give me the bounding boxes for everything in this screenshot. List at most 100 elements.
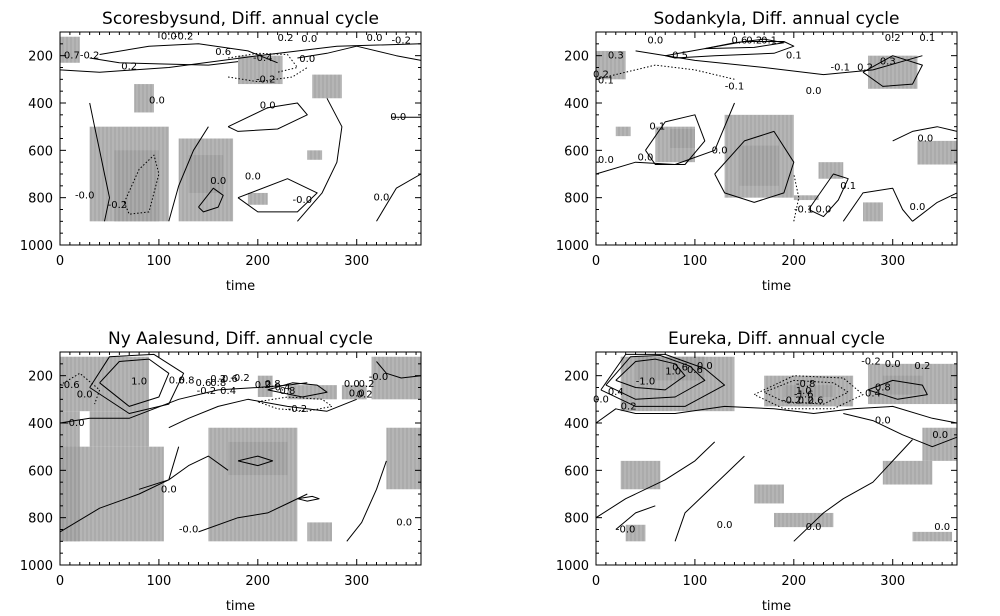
contour-label: 0.0 [349, 388, 365, 399]
y-tick-label: 600 [28, 464, 53, 479]
y-tick-label: 1000 [20, 239, 53, 254]
contour-label: -0.2 [288, 404, 308, 415]
contour-label: 0.0 [396, 517, 412, 528]
shaded-regions [620, 356, 957, 542]
x-tick-label: 0 [592, 254, 600, 269]
contour-lines [59, 353, 422, 542]
contour-label: 0.8 [265, 379, 281, 390]
contour-label: 0.0 [344, 379, 360, 390]
y-tick-label: 800 [28, 192, 53, 207]
x-axis-label: time [226, 279, 255, 294]
contour-label: 0.8 [210, 378, 226, 389]
shaded-regions [60, 356, 421, 542]
contour-label: 0.1 [840, 181, 856, 192]
panel-scoresbysund: Scoresbysund, Diff. annual cycle 0.0 0.2 0… [20, 9, 422, 294]
contour-line [59, 43, 422, 73]
shaded-region [257, 375, 273, 397]
contour-label: -0.4 [253, 53, 273, 64]
contour-label: 0.2 [798, 396, 814, 407]
contour-label: 0.2 [593, 70, 609, 81]
contour-label: 0.0 [909, 202, 925, 213]
contour-line [763, 379, 849, 405]
shaded-region [774, 512, 834, 528]
contour-label: -0.1 [794, 205, 814, 216]
contour-label: 0.0 [917, 134, 933, 145]
contour-label: 0.0 [806, 86, 822, 97]
contour-label: 0.0 [598, 155, 614, 166]
contour-line [605, 355, 706, 400]
contour-label: 0.0 [697, 361, 713, 372]
shaded-region [307, 522, 332, 542]
x-tick-label: 0 [592, 574, 600, 589]
contour-line [867, 379, 928, 400]
shaded-region [371, 356, 421, 400]
x-tick-label: 300 [344, 254, 369, 269]
contour-label: 0.2 [357, 390, 373, 401]
contour-label: 0.0 [712, 145, 728, 156]
shaded-region [386, 427, 421, 490]
contour-line [99, 358, 170, 407]
contour-labels: 0.0 0.2 0.0 0.0 -0.20.7 -0.2-0.20.6-0.4 0.00.2… [64, 32, 411, 211]
y-tick-label: 1000 [556, 559, 589, 574]
contour-label: -0.0 [179, 525, 199, 536]
contour-line [237, 455, 274, 467]
shaded-region [89, 126, 169, 222]
contour-line [595, 405, 958, 424]
contour-label: 0.0 [593, 394, 609, 405]
contour-label: 0.0 [149, 96, 165, 107]
contour-line [376, 361, 422, 379]
contour-label: -0.0 [65, 418, 85, 429]
contour-label: -0.1 [831, 63, 851, 74]
x-tick-label: 300 [880, 574, 905, 589]
contour-line [346, 460, 387, 542]
contour-line [267, 382, 328, 398]
contour-label: 0.0 [260, 100, 276, 111]
x-tick-label: 0 [56, 574, 64, 589]
shaded-region [60, 36, 80, 63]
contour-line [237, 178, 318, 213]
shaded-region [60, 356, 150, 412]
shaded-region [247, 192, 268, 205]
contour-line [674, 455, 745, 542]
contour-label: -0.6 [60, 380, 80, 391]
contour-label: 0.0 [161, 484, 177, 495]
contour-label: 1.0 [665, 366, 681, 377]
shaded-region [312, 74, 342, 99]
contour-line [89, 57, 239, 66]
contour-line [198, 493, 308, 533]
contour-label: 0.0 [816, 205, 832, 216]
contour-label: 0.0 [210, 176, 226, 187]
contour-label: 0.0 [161, 32, 177, 43]
contour-label: 0.0 [934, 522, 950, 533]
contour-line [600, 353, 726, 407]
x-tick-label: 300 [880, 254, 905, 269]
contour-label: -0.0 [75, 190, 95, 201]
shaded-region [739, 145, 779, 186]
contour-label: 0.1 [786, 51, 802, 62]
contour-label: -0.8 [796, 379, 816, 390]
contour-line [793, 439, 913, 542]
x-axis-label: time [226, 599, 255, 614]
contour-line [89, 102, 110, 222]
contour-line [99, 43, 278, 64]
contour-label: 0.3 [880, 57, 896, 68]
x-tick-label: 300 [344, 574, 369, 589]
contour-label: -0.2 [861, 356, 881, 367]
x-axis-label: time [762, 599, 791, 614]
y-tick-label: 400 [28, 97, 53, 112]
x-tick-label: 100 [682, 254, 707, 269]
contour-label: 0.0 [875, 416, 891, 427]
contour-label: 0.2 [255, 380, 271, 391]
contour-label: 1.0 [131, 377, 147, 388]
contour-line [59, 372, 101, 405]
y-tick-label: 400 [564, 97, 589, 112]
contour-label: 0.6 [672, 362, 688, 373]
contour-line [595, 102, 735, 175]
panel-eureka: Eureka, Diff. annual cycle 0.61.0 0.60.0-… [556, 329, 958, 614]
x-tick-label: 0 [56, 254, 64, 269]
contour-label: -0.2 [391, 35, 411, 46]
contour-line [862, 55, 923, 87]
contour-labels: 0.0 0.60.20.1 0.2 0.10.3 0.50.20.10.1-0.1 0.2… [593, 33, 935, 216]
contour-label: 0.2 [359, 379, 375, 390]
shaded-region [625, 524, 646, 542]
